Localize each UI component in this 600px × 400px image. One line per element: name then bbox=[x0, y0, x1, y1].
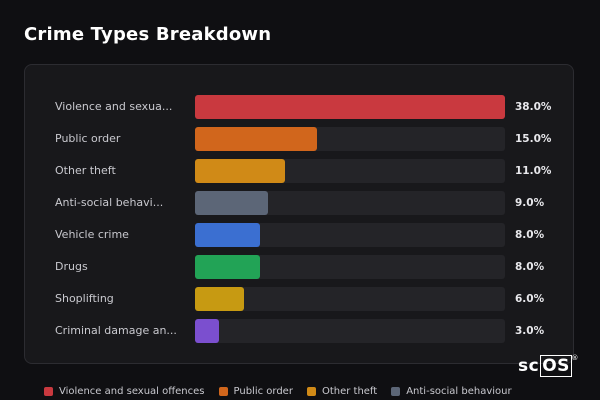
bar-label: Other theft bbox=[55, 164, 116, 177]
bar-row: Criminal damage an... 3.0% bbox=[25, 319, 573, 343]
bar-track bbox=[195, 255, 505, 279]
bar-track bbox=[195, 223, 505, 247]
bar-value-label: 3.0% bbox=[515, 325, 545, 337]
bar-fill bbox=[195, 255, 261, 279]
chart-legend: Violence and sexual offences Public order… bbox=[44, 386, 512, 397]
bar-track bbox=[195, 127, 505, 151]
scos-logo: sc OS ® bbox=[518, 354, 578, 377]
bar-label: Shoplifting bbox=[55, 292, 114, 305]
bar-label: Criminal damage an... bbox=[55, 324, 177, 337]
bar-label: Public order bbox=[55, 132, 121, 145]
bar-track bbox=[195, 191, 505, 215]
legend-swatch bbox=[391, 387, 401, 396]
chart-panel: Violence and sexua... 38.0% Public order 15… bbox=[24, 64, 574, 364]
bar-fill bbox=[195, 127, 318, 151]
bar-row: Other theft 11.0% bbox=[25, 159, 573, 183]
bar-fill bbox=[195, 223, 261, 247]
bar-track bbox=[195, 159, 505, 183]
legend-label: Other theft bbox=[321, 386, 378, 397]
bar-track bbox=[195, 287, 505, 311]
bar-label: Drugs bbox=[55, 260, 88, 273]
legend-item: Anti-social behaviour bbox=[391, 386, 512, 397]
legend-item: Other theft bbox=[306, 386, 378, 397]
bar-track bbox=[195, 95, 505, 119]
bar-row: Anti-social behavi... 9.0% bbox=[25, 191, 573, 215]
bar-row: Shoplifting 6.0% bbox=[25, 287, 573, 311]
legend-item: Violence and sexual offences bbox=[44, 386, 205, 397]
bar-value-label: 38.0% bbox=[515, 101, 552, 113]
legend-swatch bbox=[44, 387, 53, 396]
logo-text-a: sc bbox=[518, 356, 540, 376]
bar-fill bbox=[195, 95, 505, 119]
bar-fill bbox=[195, 319, 220, 343]
logo-registered-mark: ® bbox=[571, 354, 579, 362]
legend-swatch bbox=[218, 387, 228, 396]
legend-label: Public order bbox=[233, 386, 293, 397]
legend-item: Public order bbox=[218, 386, 293, 397]
legend-label: Anti-social behaviour bbox=[406, 386, 512, 397]
legend-swatch bbox=[306, 387, 316, 396]
bar-value-label: 6.0% bbox=[515, 293, 545, 305]
chart-title: Crime Types Breakdown bbox=[24, 24, 272, 45]
bar-row: Violence and sexua... 38.0% bbox=[25, 95, 573, 119]
bar-label: Violence and sexua... bbox=[55, 100, 173, 113]
bar-track bbox=[195, 319, 505, 343]
legend-label: Violence and sexual offences bbox=[59, 386, 205, 397]
bar-fill bbox=[195, 159, 285, 183]
bar-value-label: 8.0% bbox=[515, 229, 545, 241]
logo-text-b: OS bbox=[540, 355, 572, 377]
bar-label: Vehicle crime bbox=[55, 228, 129, 241]
bar-row: Vehicle crime 8.0% bbox=[25, 223, 573, 247]
bar-label: Anti-social behavi... bbox=[55, 196, 164, 209]
bar-row: Public order 15.0% bbox=[25, 127, 573, 151]
bar-value-label: 9.0% bbox=[515, 197, 545, 209]
bar-fill bbox=[195, 191, 269, 215]
bar-value-label: 8.0% bbox=[515, 261, 545, 273]
bar-row: Drugs 8.0% bbox=[25, 255, 573, 279]
bar-value-label: 11.0% bbox=[515, 165, 552, 177]
bar-fill bbox=[195, 287, 244, 311]
bar-value-label: 15.0% bbox=[515, 133, 552, 145]
